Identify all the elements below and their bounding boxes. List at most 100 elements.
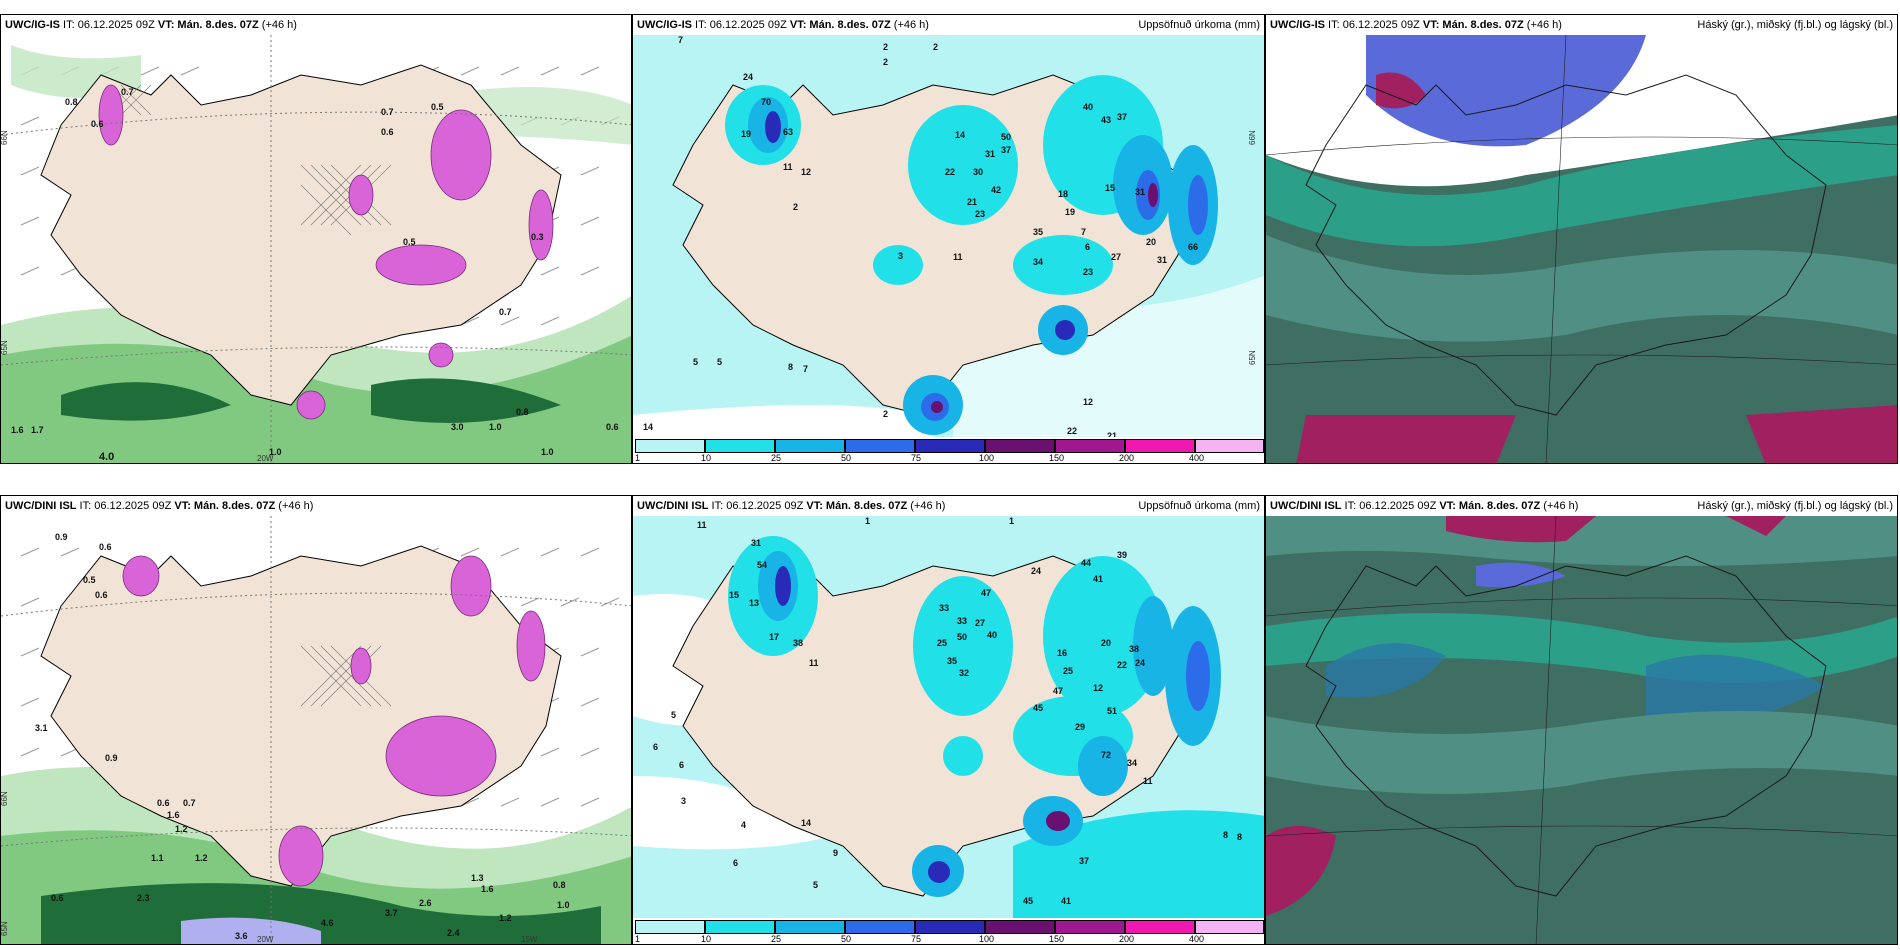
iceland-outline xyxy=(1305,74,1827,416)
label: 1.0 xyxy=(557,900,570,910)
cbar-cell xyxy=(635,920,705,934)
label: 51 xyxy=(1107,706,1117,716)
axis-label: 66N xyxy=(1248,130,1257,145)
accumulated-precip-map: 11 1 1 31 54 15 13 17 38 11 33 33 47 24 … xyxy=(633,516,1264,920)
label: 31 xyxy=(1135,187,1145,197)
label: 34 xyxy=(1127,758,1137,768)
label: 5 xyxy=(693,357,698,367)
label: 6 xyxy=(653,742,658,752)
label: 0.8 xyxy=(65,97,78,107)
colorbar: 1 10 25 50 75 100 150 200 400 xyxy=(633,437,1264,463)
label: 43 xyxy=(1101,115,1111,125)
label: 1.6 xyxy=(167,810,180,820)
label: 20 xyxy=(1146,237,1156,247)
label: 4.0 xyxy=(99,451,114,463)
label: 8 xyxy=(1237,832,1242,842)
cbar-cell xyxy=(635,439,705,453)
cbar-tick: 50 xyxy=(841,453,852,463)
cbar-cell xyxy=(1195,920,1264,934)
label: 2 xyxy=(883,42,888,52)
cbar-cell xyxy=(1125,920,1195,934)
label: 45 xyxy=(1023,896,1033,906)
label: 0.6 xyxy=(95,590,108,600)
cbar-tick: 400 xyxy=(1189,934,1205,944)
label: 63 xyxy=(783,127,793,137)
cbar-cell xyxy=(985,439,1055,453)
label: 15 xyxy=(729,590,739,600)
label: 23 xyxy=(975,209,985,219)
cbar-cell xyxy=(1125,439,1195,453)
label: 8 xyxy=(788,362,793,372)
label: 11 xyxy=(697,520,707,530)
cbar-tick: 10 xyxy=(701,934,712,944)
label: 14 xyxy=(801,818,811,828)
label: 1.2 xyxy=(499,913,512,923)
label: 22 xyxy=(1117,660,1127,670)
cloud-cover-map xyxy=(1266,516,1897,944)
label: 32 xyxy=(959,668,969,678)
cbar-cell xyxy=(985,920,1055,934)
label: 38 xyxy=(793,638,803,648)
panel-subtitle: Uppsöfnuð úrkoma (mm) xyxy=(1138,19,1260,31)
iceland-outline xyxy=(40,545,562,887)
label: 3 xyxy=(898,251,903,261)
axis-label: 20W xyxy=(257,935,274,944)
panel-header: UWC/DINI ISL IT: 06.12.2025 09Z VT: Mán.… xyxy=(633,496,1264,516)
label: 47 xyxy=(981,588,991,598)
label: 72 xyxy=(1101,750,1111,760)
label: 6 xyxy=(1085,242,1090,252)
label: 31 xyxy=(985,149,995,159)
label: 34 xyxy=(1033,257,1043,267)
label: 24 xyxy=(1031,566,1041,576)
panel-header: UWC/DINI ISL IT: 06.12.2025 09Z VT: Mán.… xyxy=(1266,496,1897,516)
label: 27 xyxy=(975,618,985,628)
label: 2 xyxy=(933,42,938,52)
label: 5 xyxy=(813,880,818,890)
label: 33 xyxy=(957,616,967,626)
cbar-tick: 200 xyxy=(1119,453,1135,463)
label: 3 xyxy=(681,796,686,806)
label: 2.3 xyxy=(137,893,150,903)
label: 0.9 xyxy=(105,753,118,763)
label: 0.6 xyxy=(606,422,619,432)
panel-header: UWC/IG-IS IT: 06.12.2025 09Z VT: Mán. 8.… xyxy=(633,15,1264,35)
cbar-tick: 100 xyxy=(979,934,995,944)
cbar-tick: 10 xyxy=(701,453,712,463)
cbar-cell xyxy=(775,439,845,453)
label: 25 xyxy=(937,638,947,648)
label: 1 xyxy=(1009,516,1014,526)
cbar-tick: 1 xyxy=(635,934,641,944)
label: 0.3 xyxy=(531,232,544,242)
label: 0.9 xyxy=(55,532,68,542)
label: 41 xyxy=(1093,574,1103,584)
label: 1.6 xyxy=(481,884,494,894)
panel-header: UWC/IG-IS IT: 06.12.2025 09Z VT: Mán. 8.… xyxy=(1,15,631,35)
cbar-tick: 75 xyxy=(911,453,922,463)
axis-label: 20W xyxy=(257,454,274,463)
label: 5 xyxy=(717,357,722,367)
label: 12 xyxy=(1083,397,1093,407)
label: 54 xyxy=(757,560,767,570)
cbar-tick: 25 xyxy=(771,453,782,463)
label: 3.6 xyxy=(235,931,248,941)
label: 0.6 xyxy=(99,542,112,552)
axis-label: 65N xyxy=(1,921,9,936)
label: 12 xyxy=(1093,683,1103,693)
label: 7 xyxy=(1081,227,1086,237)
label: 0.5 xyxy=(431,102,444,112)
label: 31 xyxy=(1157,255,1167,265)
label: 3.0 xyxy=(451,422,464,432)
label: 18 xyxy=(1058,189,1068,199)
label: 47 xyxy=(1053,686,1063,696)
label: 2 xyxy=(883,409,888,419)
cbar-cell xyxy=(845,920,915,934)
cbar-cell xyxy=(915,920,985,934)
cbar-cell xyxy=(705,920,775,934)
label: 11 xyxy=(809,658,819,668)
label: 35 xyxy=(947,656,957,666)
label: 1.0 xyxy=(269,447,282,457)
map-panel-snow-wind-igis: UWC/IG-IS IT: 06.12.2025 09Z VT: Mán. 8.… xyxy=(0,14,632,464)
label: 22 xyxy=(945,167,955,177)
label: 6 xyxy=(733,858,738,868)
cbar-tick: 50 xyxy=(841,934,852,944)
